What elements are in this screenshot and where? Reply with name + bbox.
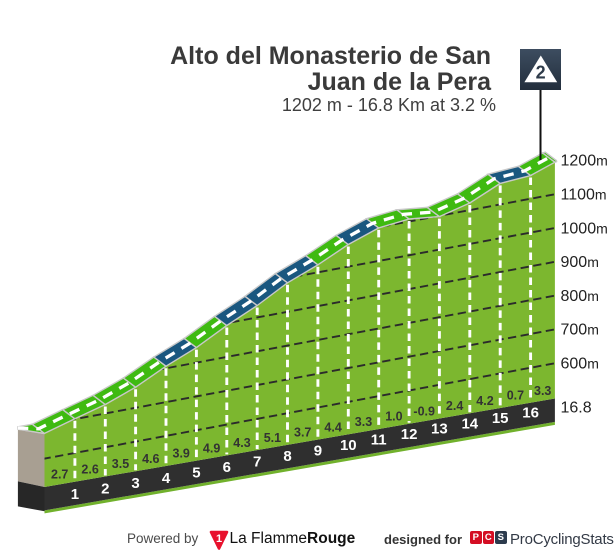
svg-text:14: 14 <box>461 415 478 432</box>
svg-text:15: 15 <box>492 410 509 427</box>
svg-text:1200m: 1200m <box>561 153 608 170</box>
svg-text:3.5: 3.5 <box>112 457 129 471</box>
svg-text:10: 10 <box>340 437 357 454</box>
svg-text:7: 7 <box>253 453 261 470</box>
svg-text:3.3: 3.3 <box>355 415 372 429</box>
svg-text:3: 3 <box>131 475 139 492</box>
svg-text:1100m: 1100m <box>561 187 607 204</box>
svg-text:3.9: 3.9 <box>173 447 190 461</box>
svg-text:2.6: 2.6 <box>81 462 98 476</box>
svg-text:6: 6 <box>223 459 231 476</box>
svg-text:4.9: 4.9 <box>203 441 220 455</box>
svg-text:4.2: 4.2 <box>476 394 493 408</box>
svg-text:1000m: 1000m <box>561 220 608 237</box>
svg-text:4: 4 <box>162 470 171 487</box>
svg-text:1.0: 1.0 <box>385 410 402 424</box>
svg-text:3.3: 3.3 <box>534 384 551 398</box>
svg-text:600m: 600m <box>561 356 599 373</box>
svg-text:4.4: 4.4 <box>324 420 341 434</box>
svg-text:700m: 700m <box>561 322 599 339</box>
svg-text:16: 16 <box>522 404 539 421</box>
svg-text:16.8: 16.8 <box>561 399 592 416</box>
svg-text:9: 9 <box>314 443 322 460</box>
svg-text:900m: 900m <box>561 254 599 271</box>
svg-text:11: 11 <box>371 432 387 449</box>
svg-text:-0.9: -0.9 <box>413 405 435 419</box>
svg-text:2: 2 <box>536 62 546 82</box>
svg-text:13: 13 <box>431 421 448 438</box>
svg-text:0.7: 0.7 <box>507 389 524 403</box>
svg-text:5.1: 5.1 <box>264 431 281 445</box>
svg-text:2.4: 2.4 <box>446 399 463 413</box>
svg-text:12: 12 <box>401 426 418 443</box>
svg-text:5: 5 <box>192 464 200 481</box>
svg-text:2: 2 <box>101 481 109 498</box>
svg-text:1: 1 <box>71 486 79 503</box>
svg-text:3.7: 3.7 <box>294 426 311 440</box>
svg-text:4.6: 4.6 <box>142 452 159 466</box>
svg-text:4.3: 4.3 <box>233 436 250 450</box>
svg-text:1: 1 <box>216 533 222 545</box>
svg-text:8: 8 <box>283 448 291 465</box>
svg-text:800m: 800m <box>561 288 599 305</box>
svg-text:2.7: 2.7 <box>51 468 68 482</box>
